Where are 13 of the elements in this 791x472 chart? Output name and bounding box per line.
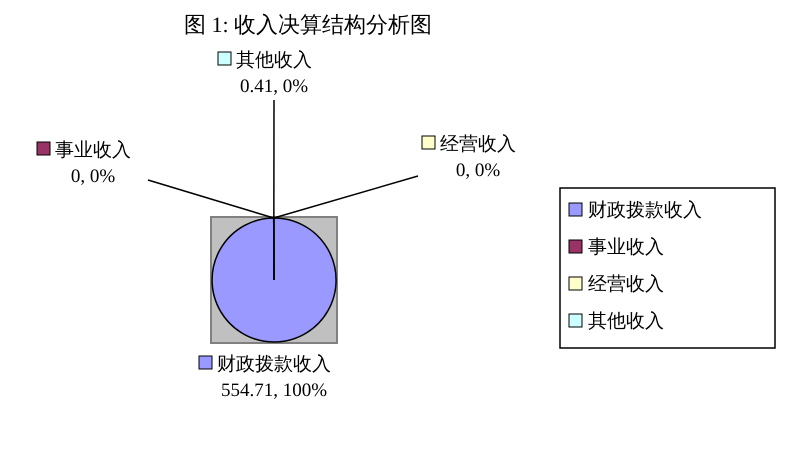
chart-title: 图 1: 收入决算结构分析图 [184,12,432,37]
legend-label: 事业收入 [55,140,131,161]
data-label: 554.71, 100% [220,380,328,401]
legend-label: 财政拨款收入 [217,354,331,375]
category-label: 其他收入 [588,311,664,332]
category-label: 财政拨款收入 [588,200,702,221]
category-label: 经营收入 [588,274,664,295]
legend-label: 其他收入 [236,50,312,71]
legend-label: 经营收入 [440,134,516,155]
text: 0, 0% [70,166,116,187]
text: 0, 0% [456,160,500,181]
data-label: 0.41, 0% [240,76,308,97]
category-label: 事业收入 [588,237,664,258]
